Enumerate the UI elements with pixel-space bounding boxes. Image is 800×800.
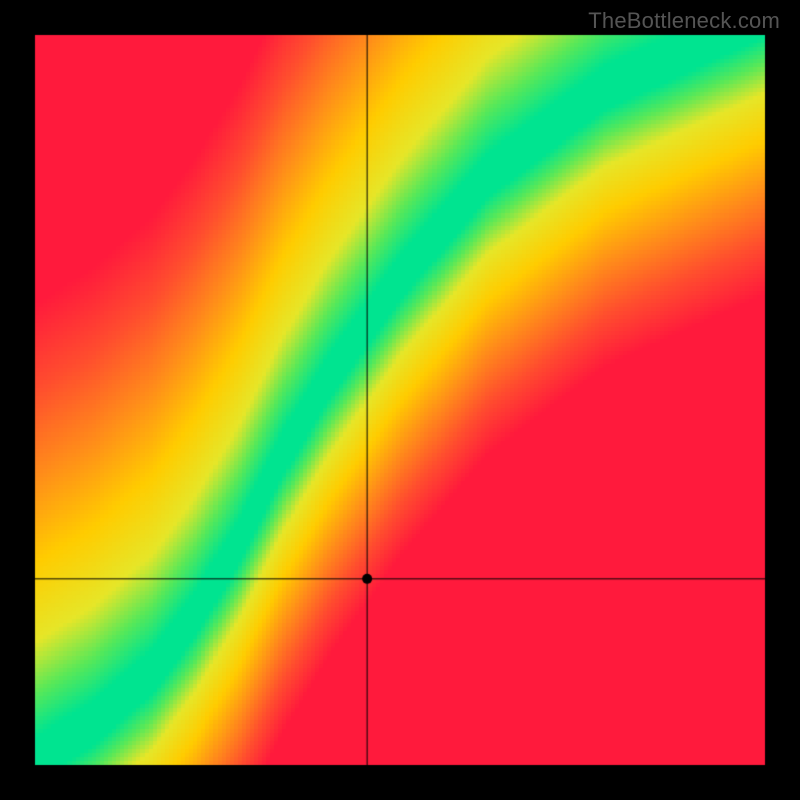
watermark-text: TheBottleneck.com xyxy=(588,8,780,34)
heatmap-canvas xyxy=(0,0,800,800)
